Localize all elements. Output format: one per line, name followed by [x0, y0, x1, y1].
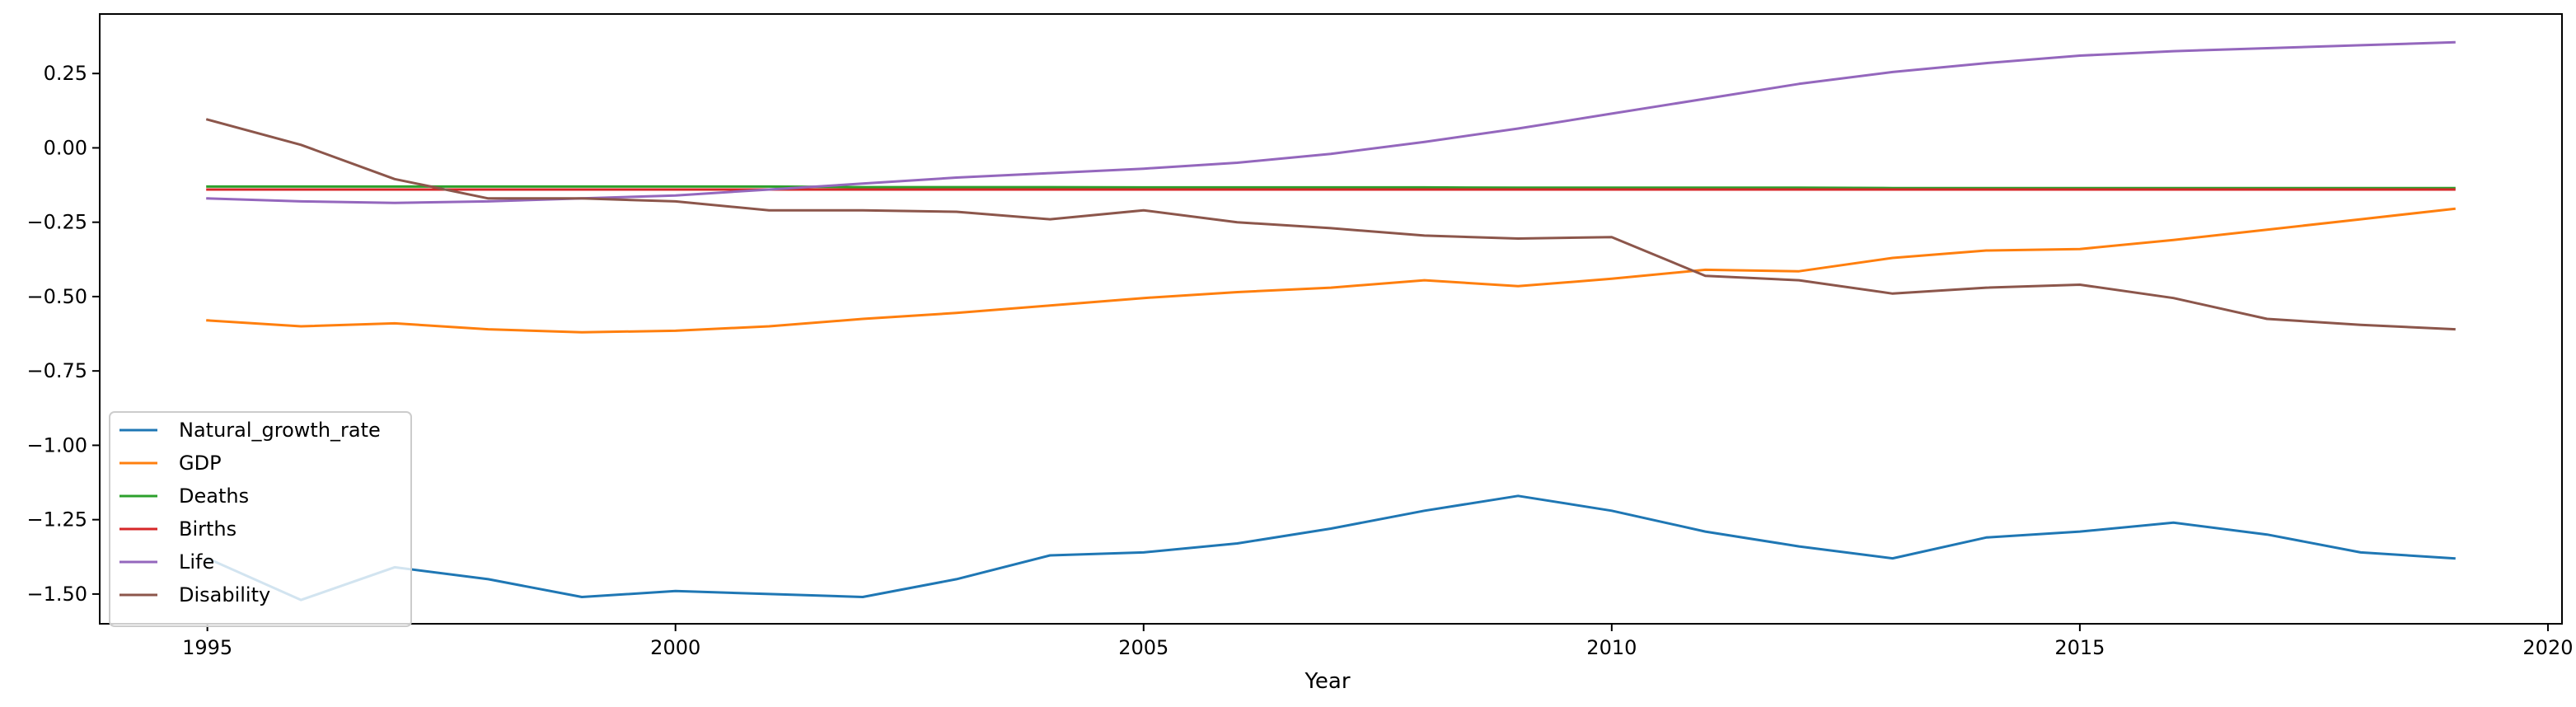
- y-tick-label: −0.50: [26, 285, 87, 308]
- legend-label-life: Life: [179, 550, 214, 574]
- x-tick-label: 2005: [1118, 636, 1169, 659]
- x-axis-title: Year: [1304, 669, 1350, 694]
- y-axis: 0.25 0.00 −0.25 −0.50 −0.75 −1.00 −1.25 −1.50: [26, 62, 100, 606]
- y-tick-label: 0.00: [44, 136, 87, 159]
- series-line-life: [206, 40, 2456, 204]
- x-tick-label: 1995: [182, 636, 232, 659]
- y-tick-label: −1.00: [26, 433, 87, 457]
- legend: Natural_growth_rate GDP Deaths Births Life Di…: [109, 411, 412, 627]
- x-axis: 1995 2000 2005 2010 2015 2020: [182, 624, 2573, 659]
- y-tick-label: −1.50: [26, 583, 87, 606]
- legend-label-births: Births: [179, 517, 237, 541]
- legend-label-disability: Disability: [179, 583, 270, 606]
- legend-label-gdp: GDP: [179, 452, 222, 475]
- y-tick-label: 0.25: [44, 62, 87, 85]
- series-line-gdp: [206, 207, 2456, 334]
- x-tick-label: 2020: [2522, 636, 2573, 659]
- x-tick-label: 2010: [1586, 636, 1637, 659]
- legend-box: [109, 411, 412, 627]
- y-tick-label: −1.25: [26, 508, 87, 531]
- series-line-natural-growth-rate: [205, 494, 2456, 602]
- series-line-deaths: [206, 185, 2456, 190]
- x-tick-label: 2015: [2054, 636, 2105, 659]
- y-tick-label: −0.75: [26, 359, 87, 382]
- x-tick-label: 2000: [650, 636, 700, 659]
- legend-label-natural-growth-rate: Natural_growth_rate: [179, 419, 381, 442]
- plot-frame: [99, 13, 2563, 625]
- chart-marks: [205, 40, 2456, 602]
- legend-label-deaths: Deaths: [179, 485, 249, 508]
- series-line-disability: [205, 118, 2456, 331]
- y-tick-label: −0.25: [26, 211, 87, 234]
